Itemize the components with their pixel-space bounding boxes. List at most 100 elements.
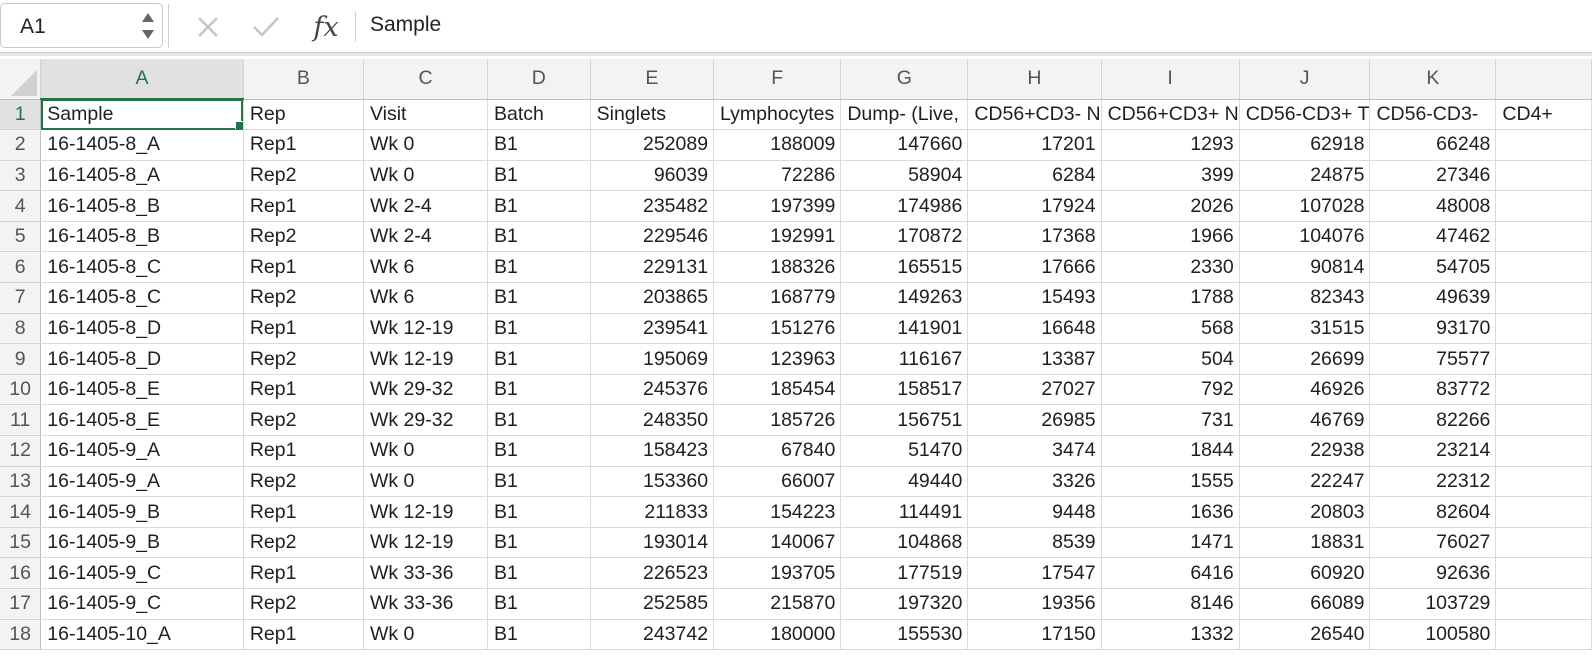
cell[interactable]: 252585	[590, 588, 715, 620]
cell[interactable]: 140067	[713, 527, 842, 559]
select-all-corner[interactable]	[0, 59, 42, 100]
cell[interactable]	[1495, 496, 1592, 528]
row-header[interactable]: 1	[0, 99, 42, 131]
cell[interactable]: Rep	[243, 99, 364, 131]
cell[interactable]: 82266	[1369, 404, 1497, 437]
name-box[interactable]: A1	[0, 3, 163, 48]
cell[interactable]: B1	[487, 282, 591, 314]
cell[interactable]: 170872	[840, 221, 969, 253]
cell[interactable]: Rep1	[243, 557, 364, 589]
column-header-a[interactable]: A	[40, 59, 244, 100]
cell[interactable]: Wk 29-32	[363, 404, 489, 437]
column-header-k[interactable]: K	[1369, 59, 1497, 100]
cell[interactable]: B1	[487, 251, 591, 284]
cell[interactable]: B1	[487, 160, 591, 192]
cell[interactable]: 67840	[713, 435, 842, 467]
cell[interactable]: 195069	[590, 343, 715, 375]
cell[interactable]: 16-1405-8_E	[40, 404, 244, 437]
cell[interactable]	[1495, 374, 1592, 406]
cell[interactable]: 1555	[1101, 466, 1240, 498]
cell[interactable]: Wk 0	[363, 129, 489, 161]
cell[interactable]: 6284	[967, 160, 1102, 192]
cell[interactable]: B1	[487, 527, 591, 559]
cell[interactable]: Wk 2-4	[363, 190, 489, 222]
cell[interactable]: Wk 2-4	[363, 221, 489, 253]
cell[interactable]: 83772	[1369, 374, 1497, 406]
cell[interactable]: Batch	[487, 99, 591, 131]
cell[interactable]: Rep2	[243, 282, 364, 314]
cell[interactable]: 17666	[967, 251, 1102, 284]
row-header[interactable]: 13	[0, 466, 42, 498]
column-header-i[interactable]: I	[1101, 59, 1240, 100]
name-box-stepper-icon[interactable]	[138, 9, 158, 43]
cell[interactable]: 151276	[713, 313, 842, 345]
cell[interactable]: 197320	[840, 588, 969, 620]
cell[interactable]: 16-1405-8_B	[40, 221, 244, 253]
cell[interactable]: 158517	[840, 374, 969, 406]
cell[interactable]: Rep2	[243, 221, 364, 253]
cell[interactable]: B1	[487, 313, 591, 345]
cell[interactable]: Wk 33-36	[363, 557, 489, 589]
cell[interactable]	[1495, 527, 1592, 559]
cell[interactable]: Dump- (Live,	[840, 99, 969, 131]
cell[interactable]: 16648	[967, 313, 1102, 345]
cell[interactable]: 1636	[1101, 496, 1240, 528]
cell[interactable]: 22938	[1239, 435, 1371, 467]
cell[interactable]: 3326	[967, 466, 1102, 498]
cell[interactable]: 96039	[590, 160, 715, 192]
row-header[interactable]: 2	[0, 129, 42, 161]
cell[interactable]: 147660	[840, 129, 969, 161]
column-header-b[interactable]: B	[243, 59, 364, 100]
cell[interactable]: 16-1405-9_A	[40, 466, 244, 498]
cancel-icon[interactable]	[192, 7, 224, 47]
cell[interactable]: 49440	[840, 466, 969, 498]
cell[interactable]: 26540	[1239, 619, 1371, 651]
cell[interactable]: 239541	[590, 313, 715, 345]
cell[interactable]: 27027	[967, 374, 1102, 406]
cell[interactable]: 1293	[1101, 129, 1240, 161]
cell[interactable]: 27346	[1369, 160, 1497, 192]
cell[interactable]: 153360	[590, 466, 715, 498]
cell[interactable]: B1	[487, 588, 591, 620]
cell[interactable]: 252089	[590, 129, 715, 161]
row-header[interactable]: 12	[0, 435, 42, 467]
cell[interactable]	[1495, 251, 1592, 284]
cell[interactable]: 16-1405-9_B	[40, 527, 244, 559]
cell[interactable]: 211833	[590, 496, 715, 528]
cell[interactable]: CD56+CD3- N	[967, 99, 1102, 131]
cell[interactable]: Rep2	[243, 160, 364, 192]
row-header[interactable]: 15	[0, 527, 42, 559]
column-header-e[interactable]: E	[590, 59, 715, 100]
cell[interactable]	[1495, 435, 1592, 467]
cell[interactable]: 76027	[1369, 527, 1497, 559]
cell[interactable]: Wk 0	[363, 435, 489, 467]
cell[interactable]: 93170	[1369, 313, 1497, 345]
cell[interactable]: 185726	[713, 404, 842, 437]
cell[interactable]: 185454	[713, 374, 842, 406]
cell[interactable]	[1495, 466, 1592, 498]
cell[interactable]: Rep2	[243, 343, 364, 375]
cell[interactable]: 2330	[1101, 251, 1240, 284]
cell[interactable]: 141901	[840, 313, 969, 345]
cell[interactable]	[1495, 313, 1592, 345]
cell[interactable]: 16-1405-9_C	[40, 588, 244, 620]
cell[interactable]: 203865	[590, 282, 715, 314]
cell[interactable]: Wk 12-19	[363, 496, 489, 528]
cell[interactable]: 90814	[1239, 251, 1371, 284]
cell[interactable]: Wk 33-36	[363, 588, 489, 620]
cell[interactable]: B1	[487, 374, 591, 406]
cell[interactable]: B1	[487, 435, 591, 467]
row-header[interactable]: 3	[0, 160, 42, 192]
column-header-c[interactable]: C	[363, 59, 489, 100]
cell[interactable]: 107028	[1239, 190, 1371, 222]
cell[interactable]: 188326	[713, 251, 842, 284]
cell[interactable]: 16-1405-8_D	[40, 313, 244, 345]
cell[interactable]: 58904	[840, 160, 969, 192]
cell[interactable]: Wk 0	[363, 466, 489, 498]
cell[interactable]: B1	[487, 466, 591, 498]
cell[interactable]: 104076	[1239, 221, 1371, 253]
column-header-j[interactable]: J	[1239, 59, 1371, 100]
cell[interactable]: 49639	[1369, 282, 1497, 314]
cell[interactable]: 156751	[840, 404, 969, 437]
row-header[interactable]: 6	[0, 251, 42, 284]
